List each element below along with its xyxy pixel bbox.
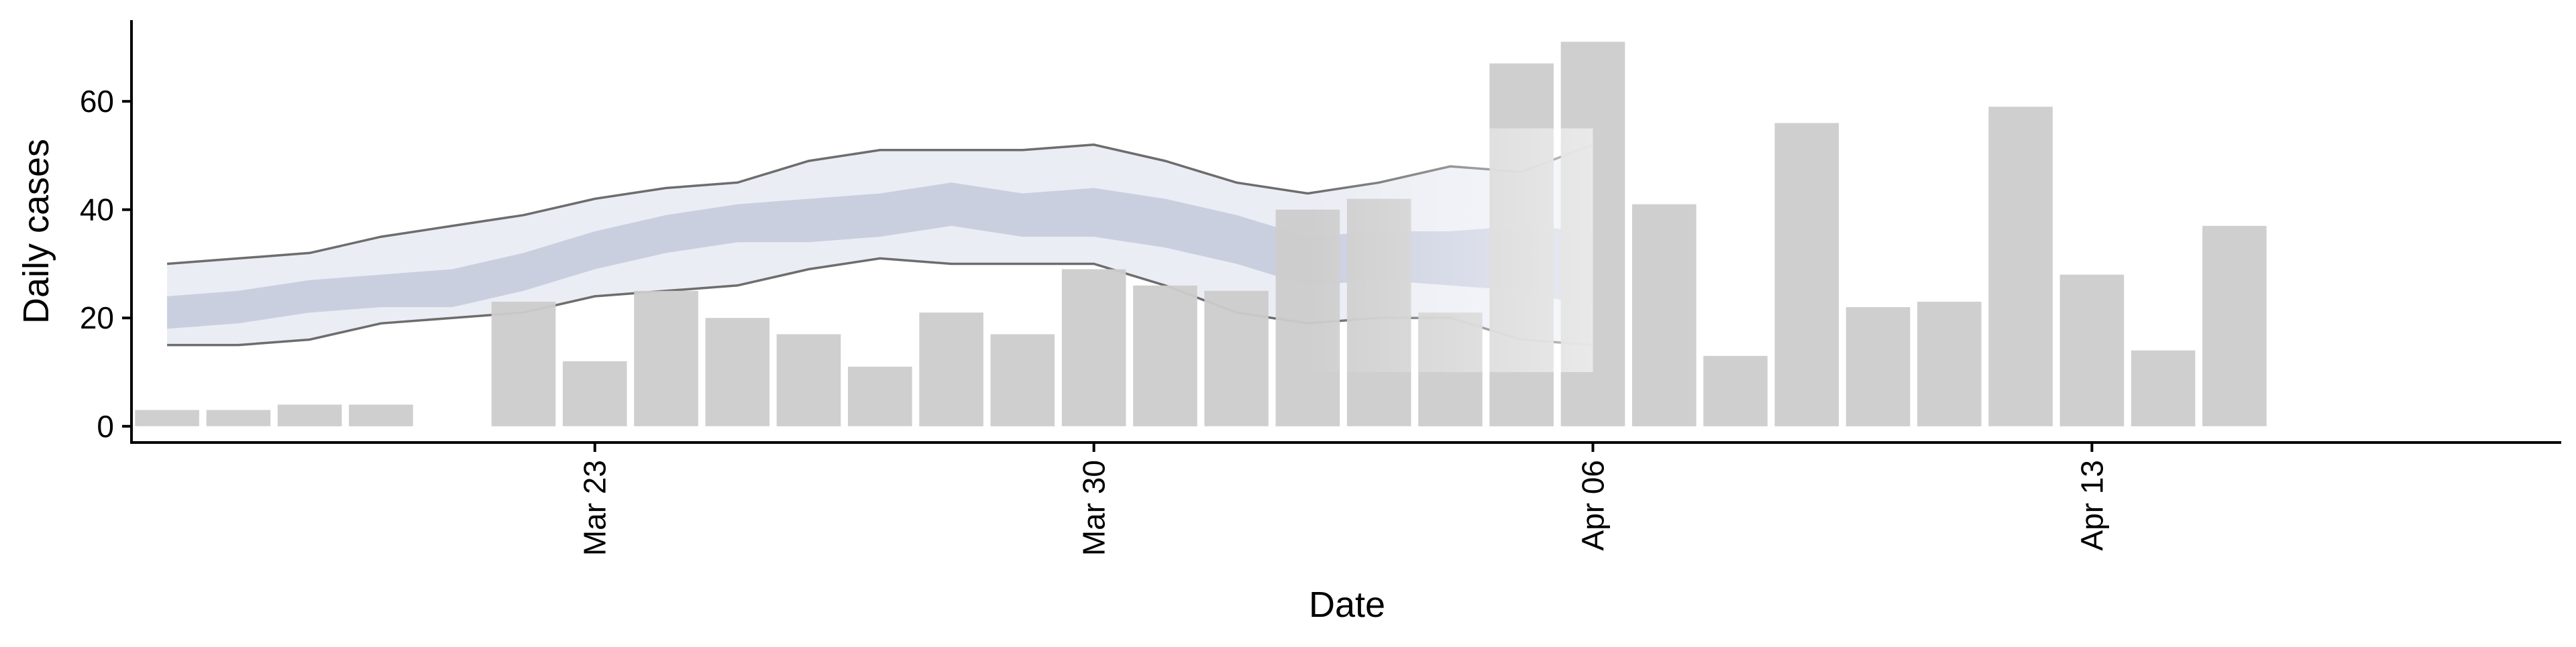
y-tick-label: 40 [80, 192, 114, 227]
x-tick-label: Apr 06 [1576, 460, 1611, 551]
bar [2131, 350, 2196, 426]
bar [1988, 107, 2053, 426]
bar [349, 404, 413, 426]
bar [705, 318, 770, 426]
x-axis-title: Date [1309, 585, 1385, 625]
x-tick-label: Mar 30 [1077, 460, 1112, 556]
bar [1061, 269, 1126, 426]
bar [990, 334, 1055, 426]
bar [2059, 274, 2125, 426]
inner-band [167, 182, 1593, 329]
bar [1845, 307, 1911, 426]
bar [919, 312, 983, 426]
bar [634, 290, 698, 426]
bar [491, 302, 556, 426]
bar [1703, 355, 1768, 426]
axes [130, 20, 2561, 444]
bar [848, 366, 912, 426]
bar [1917, 302, 1982, 426]
y-tick-label: 60 [80, 84, 114, 119]
bar [2202, 225, 2267, 426]
x-tick-label: Apr 13 [2074, 460, 2109, 551]
y-tick-label: 20 [80, 300, 114, 335]
bar [206, 410, 271, 426]
x-tick-label: Mar 23 [578, 460, 612, 556]
y-tick-label: 0 [97, 409, 114, 444]
bar [562, 361, 627, 426]
bar [1774, 123, 1839, 426]
y-axis-title: Daily cases [16, 139, 56, 324]
bar [1204, 290, 1269, 426]
bar [277, 404, 342, 426]
bar [776, 334, 841, 426]
bar [1632, 204, 1697, 426]
bar [1133, 285, 1197, 426]
bar [135, 410, 199, 426]
fade-overlay [1307, 128, 1593, 372]
ticks: 0 20 40 60 Mar 23 Mar 30 Apr 06 Apr 13 [80, 84, 2110, 556]
uncertainty-fade [1307, 128, 1593, 372]
